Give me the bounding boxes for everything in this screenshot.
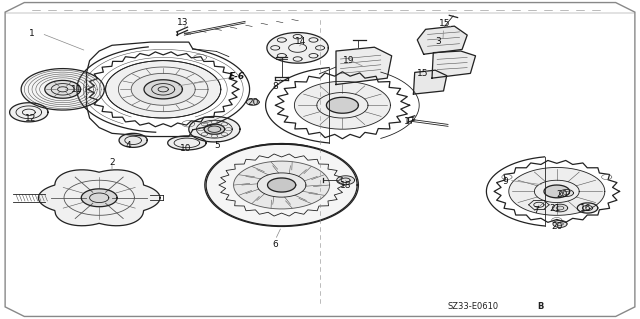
Polygon shape: [544, 185, 570, 198]
Polygon shape: [553, 220, 567, 227]
Text: 3: 3: [436, 37, 441, 46]
Polygon shape: [45, 80, 81, 98]
Text: 15: 15: [417, 69, 428, 78]
Polygon shape: [106, 61, 221, 118]
Polygon shape: [509, 167, 605, 215]
Text: 1: 1: [29, 29, 35, 38]
Polygon shape: [234, 161, 330, 209]
Polygon shape: [189, 116, 240, 142]
Polygon shape: [577, 203, 598, 213]
Polygon shape: [432, 51, 476, 78]
Text: 14: 14: [295, 37, 307, 46]
Polygon shape: [119, 133, 147, 147]
Text: E-6: E-6: [228, 72, 245, 81]
Text: 19: 19: [343, 56, 355, 65]
Text: 17: 17: [404, 117, 415, 126]
Text: 20: 20: [247, 98, 259, 107]
Text: 4: 4: [125, 141, 131, 150]
Text: 5: 5: [215, 141, 220, 150]
Text: 10: 10: [180, 144, 191, 153]
Polygon shape: [268, 178, 296, 192]
Polygon shape: [336, 47, 392, 85]
Text: 18: 18: [340, 181, 351, 189]
Text: SZ33-E0610: SZ33-E0610: [448, 302, 499, 311]
Text: 9: 9: [503, 177, 508, 186]
Polygon shape: [552, 204, 568, 212]
Text: 20: 20: [556, 190, 568, 199]
Polygon shape: [131, 73, 195, 105]
Polygon shape: [559, 189, 573, 197]
Text: 6: 6: [273, 240, 278, 249]
Text: 13: 13: [177, 18, 188, 27]
Polygon shape: [267, 33, 328, 63]
Polygon shape: [144, 80, 182, 99]
Polygon shape: [205, 144, 358, 226]
Text: 16: 16: [580, 204, 591, 213]
Polygon shape: [413, 70, 447, 94]
Polygon shape: [21, 69, 104, 110]
Text: 15: 15: [439, 19, 451, 28]
Polygon shape: [10, 103, 48, 122]
Text: 2: 2: [109, 158, 115, 167]
Text: 11: 11: [71, 85, 83, 94]
Polygon shape: [81, 189, 117, 207]
Polygon shape: [246, 99, 259, 105]
Text: 12: 12: [25, 114, 36, 122]
Polygon shape: [337, 176, 355, 185]
Text: 8: 8: [273, 82, 278, 91]
Polygon shape: [204, 124, 225, 134]
Text: 7: 7: [534, 206, 539, 215]
Text: 20: 20: [551, 222, 563, 231]
Polygon shape: [326, 97, 358, 113]
Text: B: B: [538, 302, 544, 311]
Polygon shape: [168, 136, 206, 150]
Polygon shape: [38, 170, 160, 226]
Polygon shape: [417, 26, 467, 54]
Polygon shape: [294, 81, 390, 129]
Text: 21: 21: [550, 204, 561, 213]
